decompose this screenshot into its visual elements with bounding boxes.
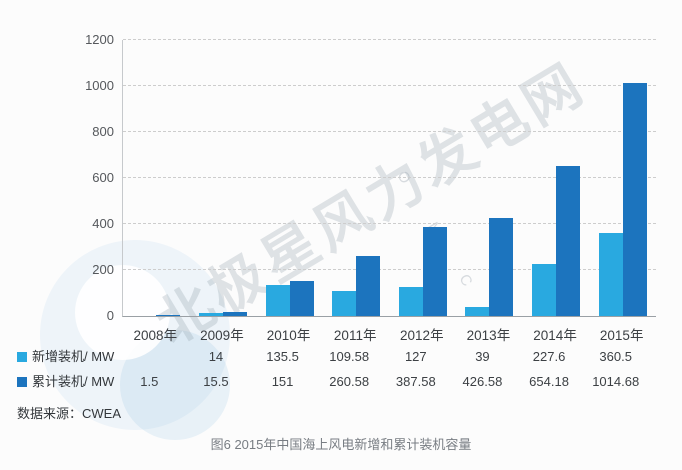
bar-cumulative-2009年: [222, 312, 247, 316]
x-axis-label-2012年: 2012年: [400, 328, 444, 343]
bar-group-2012年: [390, 226, 457, 316]
table-cell-2012年-new: 127: [404, 349, 427, 364]
table-cell-2014年-new: 227.6: [532, 349, 566, 364]
y-axis-label-200: 200: [92, 262, 114, 277]
table-cell-2012年-cumulative: 387.58: [395, 374, 436, 389]
table-cell-2010年-cumulative: 151: [271, 374, 294, 389]
table-cell-2011年-new: 109.58: [329, 349, 370, 364]
bar-group-2014年: [523, 165, 590, 316]
x-axis-label-2010年: 2010年: [266, 328, 311, 343]
y-axis-label-600: 600: [92, 170, 114, 185]
bar-cumulative-2010年: [289, 281, 314, 316]
bar-new-2013年: [465, 307, 490, 316]
cumulative-legend-label: 累计装机/ MW: [32, 374, 115, 389]
y-axis-label-1200: 1200: [85, 32, 114, 47]
table-cell-2013年-new: 39: [475, 349, 490, 364]
bar-new-2014年: [532, 263, 557, 316]
bar-cumulative-2008年: [156, 315, 181, 316]
y-axis-label-0: 0: [106, 308, 114, 323]
table-cell-2013年-cumulative: 426.58: [462, 374, 503, 389]
bar-group-2013年: [456, 217, 523, 316]
bar-new-2010年: [265, 284, 290, 316]
gridline-1000: [123, 85, 656, 86]
x-axis-label-2009年: 2009年: [200, 328, 244, 343]
bar-cumulative-2013年: [489, 217, 514, 316]
x-axis-label-2015年: 2015年: [599, 328, 644, 343]
table-cell-2015年-new: 360.5: [599, 349, 632, 364]
bar-group-2008年: [123, 315, 190, 316]
table-cell-2009年-new: 14: [208, 349, 224, 364]
bar-group-2010年: [256, 281, 323, 316]
table-cell-2015年-cumulative: 1014.68: [592, 374, 640, 389]
table-cell-2011年-cumulative: 260.58: [329, 374, 370, 389]
table-cell-2014年-cumulative: 654.18: [529, 374, 569, 389]
gridline-600: [123, 177, 656, 178]
bar-cumulative-2011年: [356, 256, 381, 316]
x-axis-label-2014年: 2014年: [533, 328, 577, 343]
table-cell-2010年-new: 135.5: [266, 349, 299, 364]
y-axis-label-1000: 1000: [85, 78, 114, 93]
data-source-label: 数据来源：CWEA: [17, 406, 122, 421]
table-cell-2008年-cumulative: 1.5: [140, 374, 159, 389]
gridline-800: [123, 131, 656, 132]
table-cell-2009年-cumulative: 15.5: [203, 374, 229, 389]
bar-cumulative-2014年: [556, 165, 581, 316]
figure-caption: 图6 2015年中国海上风电新增和累计装机容量: [210, 437, 472, 452]
bar-cumulative-2012年: [422, 226, 447, 316]
legend-row-new: 新增装机/ MW: [17, 349, 114, 365]
bar-new-2011年: [332, 290, 357, 316]
bar-group-2011年: [323, 256, 390, 316]
x-axis-label-2011年: 2011年: [333, 328, 377, 343]
bar-new-2012年: [398, 286, 423, 316]
x-axis-label-2008年: 2008年: [133, 328, 178, 343]
bar-new-2009年: [198, 312, 223, 316]
plot-area: [122, 39, 656, 317]
gridline-200: [123, 269, 656, 270]
bar-group-2009年: [190, 312, 257, 316]
y-axis-label-400: 400: [92, 216, 114, 231]
bar-new-2015年: [598, 233, 623, 316]
new-legend-swatch: [17, 352, 27, 362]
new-legend-label: 新增装机/ MW: [32, 349, 115, 364]
legend-row-cumulative: 累计装机/ MW: [17, 374, 114, 390]
gridline-1200: [123, 39, 656, 40]
gridline-400: [123, 223, 656, 224]
x-axis-label-2013年: 2013年: [466, 328, 511, 343]
bar-cumulative-2015年: [622, 82, 647, 316]
cumulative-legend-swatch: [17, 377, 27, 387]
y-axis-label-800: 800: [92, 124, 114, 139]
bar-group-2015年: [589, 82, 656, 316]
